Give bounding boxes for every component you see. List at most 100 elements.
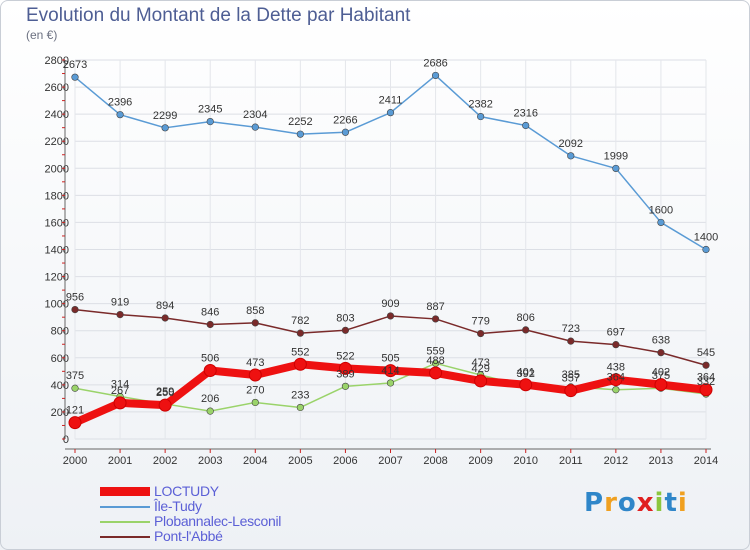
data-point-pont-l-abb- (206, 320, 214, 329)
data-label--le-tudy: 2304 (243, 109, 267, 121)
data-point-plobannalec-lesconil (386, 379, 395, 387)
data-label-pont-l-abb-: 782 (291, 315, 309, 327)
data-point-pont-l-abb- (477, 329, 485, 338)
data-label-pont-l-abb-: 956 (66, 292, 84, 304)
logo-letter: i (677, 488, 688, 518)
data-label-pont-l-abb-: 858 (246, 305, 264, 317)
data-point-loctudy (113, 396, 127, 410)
legend-swatch (100, 506, 150, 508)
y-tick-label: 2800 (45, 55, 69, 67)
data-label-pont-l-abb-: 723 (562, 323, 580, 335)
legend-label: Pont-l'Abbé (154, 528, 223, 544)
x-tick-label: 2003 (198, 455, 222, 467)
y-tick-label: 2000 (45, 163, 69, 175)
data-point-pont-l-abb- (341, 326, 350, 334)
y-tick-label: 1400 (45, 245, 69, 257)
data-label-pont-l-abb-: 919 (111, 297, 129, 309)
data-label-pont-l-abb-: 846 (201, 306, 219, 318)
data-point--le-tudy (341, 128, 350, 136)
data-label-plobannalec-lesconil: 414 (381, 365, 399, 377)
data-point-pont-l-abb- (161, 314, 169, 322)
data-point-loctudy (68, 416, 82, 430)
data-label-plobannalec-lesconil: 270 (246, 384, 264, 396)
x-tick-label: 2004 (243, 455, 267, 467)
data-label--le-tudy: 2411 (379, 95, 403, 107)
data-point--le-tudy (612, 164, 620, 173)
data-point-pont-l-abb- (296, 329, 304, 337)
data-point--le-tudy (296, 130, 304, 138)
y-tick-label: 2200 (45, 136, 69, 148)
data-point-pont-l-abb- (116, 311, 124, 319)
data-label-loctudy: 473 (246, 357, 264, 369)
data-label-plobannalec-lesconil: 473 (471, 357, 489, 369)
data-label-plobannalec-lesconil: 385 (562, 369, 580, 381)
data-label-loctudy: 429 (471, 363, 489, 375)
data-point-pont-l-abb- (431, 315, 440, 323)
data-point-plobannalec-lesconil (296, 403, 304, 412)
data-label--le-tudy: 2382 (468, 99, 492, 111)
data-label--le-tudy: 2092 (559, 138, 583, 150)
x-tick-label: 2009 (468, 455, 492, 467)
logo-letter: x (636, 488, 655, 518)
x-tick-label: 2014 (694, 455, 718, 467)
y-tick-label: 1200 (45, 272, 69, 284)
x-tick-label: 2013 (649, 455, 673, 467)
logo-letter: o (617, 488, 637, 518)
data-label-pont-l-abb-: 638 (652, 335, 670, 347)
x-tick-label: 2007 (378, 455, 402, 467)
data-point-pont-l-abb- (702, 361, 710, 369)
data-point-loctudy (474, 374, 488, 388)
data-label-pont-l-abb-: 803 (336, 312, 354, 324)
data-label-pont-l-abb-: 887 (426, 301, 444, 313)
data-label-loctudy: 401 (517, 367, 535, 379)
data-label-loctudy: 506 (201, 353, 219, 365)
y-tick-label: 0 (63, 434, 69, 446)
y-tick-label: 800 (51, 326, 69, 338)
legend-label: Île-Tudy (154, 498, 202, 514)
proxiti-logo: Proxiti (584, 488, 688, 518)
y-tick-label: 400 (51, 380, 69, 392)
legend-label: Plobannalec-Lesconil (154, 513, 282, 529)
data-point--le-tudy (431, 71, 440, 80)
data-label-plobannalec-lesconil: 375 (66, 370, 84, 382)
data-label--le-tudy: 2396 (108, 97, 132, 109)
y-tick-label: 600 (51, 353, 69, 365)
data-label--le-tudy: 2266 (333, 114, 357, 126)
data-label-pont-l-abb-: 545 (697, 347, 715, 359)
x-tick-label: 2005 (288, 455, 312, 467)
x-tick-label: 2011 (559, 455, 583, 467)
data-label-pont-l-abb-: 806 (517, 312, 535, 324)
data-label-plobannalec-lesconil: 233 (291, 389, 309, 401)
data-label-plobannalec-lesconil: 364 (607, 372, 625, 384)
y-tick-label: 200 (51, 407, 69, 419)
data-label-loctudy: 488 (426, 355, 444, 367)
y-tick-label: 1800 (45, 190, 69, 202)
data-label-loctudy: 552 (291, 346, 309, 358)
data-label-loctudy: 121 (66, 405, 84, 417)
y-tick-label: 1000 (45, 299, 69, 311)
data-label-plobannalec-lesconil: 392 (517, 368, 535, 380)
legend-swatch (100, 487, 150, 496)
data-label--le-tudy: 2252 (288, 116, 312, 128)
data-point-loctudy (203, 364, 217, 378)
data-point--le-tudy (116, 111, 124, 119)
data-point--le-tudy (386, 109, 395, 117)
data-point--le-tudy (251, 123, 259, 131)
data-label-loctudy: 364 (697, 372, 715, 384)
logo-letter: P (584, 488, 605, 518)
data-label--le-tudy: 2299 (153, 110, 177, 122)
data-label-plobannalec-lesconil: 389 (336, 368, 354, 380)
data-point-loctudy (429, 366, 443, 380)
y-tick-label: 2600 (45, 82, 69, 94)
x-tick-label: 2001 (108, 455, 132, 467)
data-point--le-tudy (522, 121, 530, 130)
data-label-plobannalec-lesconil: 314 (111, 378, 129, 390)
data-label--le-tudy: 1400 (694, 232, 718, 244)
x-tick-label: 2002 (153, 455, 177, 467)
data-label-pont-l-abb-: 894 (156, 300, 174, 312)
data-point-loctudy (699, 383, 713, 397)
data-label-pont-l-abb-: 779 (471, 316, 489, 328)
data-label-plobannalec-lesconil: 375 (652, 370, 670, 382)
data-point-plobannalec-lesconil (341, 382, 350, 390)
data-label--le-tudy: 2345 (198, 104, 222, 116)
